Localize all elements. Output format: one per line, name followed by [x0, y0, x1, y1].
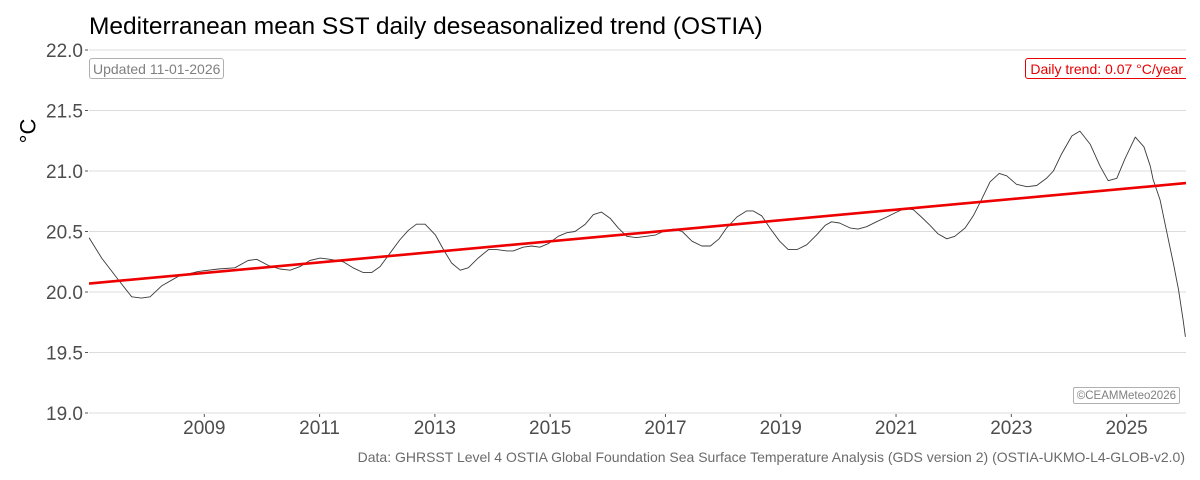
trend-line — [89, 181, 1186, 285]
y-tick-label: 20.5 — [46, 223, 83, 244]
x-axis-tick-labels: 2009 2011 2013 2015 2017 2019 2021 2023 2025 — [183, 418, 1148, 439]
y-tick-label: 22.0 — [46, 41, 83, 62]
axis-ticks — [85, 49, 1128, 417]
x-tick-label: 2025 — [1105, 418, 1147, 439]
x-tick-label: 2019 — [760, 418, 802, 439]
x-tick-label: 2015 — [529, 418, 571, 439]
y-tick-label: 19.0 — [46, 404, 83, 425]
x-tick-label: 2023 — [990, 418, 1032, 439]
x-tick-label: 2011 — [299, 418, 340, 439]
y-axis-tick-labels: 19.0 19.5 20.0 20.5 21.0 21.5 22.0 — [46, 41, 83, 425]
plot-series — [89, 130, 1186, 337]
y-tick-label: 19.5 — [46, 344, 83, 365]
data-source-caption: Data: GHRSST Level 4 OSTIA Global Founda… — [357, 449, 1185, 465]
copyright-label: ©CEAMMeteo2026 — [1072, 387, 1180, 404]
updated-date-label: Updated 11-01-2026 — [89, 58, 225, 79]
y-tick-label: 20.0 — [46, 283, 83, 304]
x-tick-label: 2017 — [644, 418, 686, 439]
y-tick-label: 21.5 — [46, 102, 83, 123]
x-tick-label: 2021 — [875, 418, 917, 439]
y-axis-title: °C — [15, 118, 41, 144]
chart-title: Mediterranean mean SST daily deseasonali… — [89, 13, 763, 40]
plot-area: Updated 11-01-2026 Daily trend: 0.07 °C/… — [89, 50, 1186, 413]
gridlines — [89, 49, 1186, 414]
y-tick-label: 21.0 — [46, 162, 83, 183]
trend-value-label: Daily trend: 0.07 °C/year — [1025, 58, 1186, 79]
x-tick-label: 2013 — [414, 418, 456, 439]
x-tick-label: 2009 — [183, 418, 225, 439]
